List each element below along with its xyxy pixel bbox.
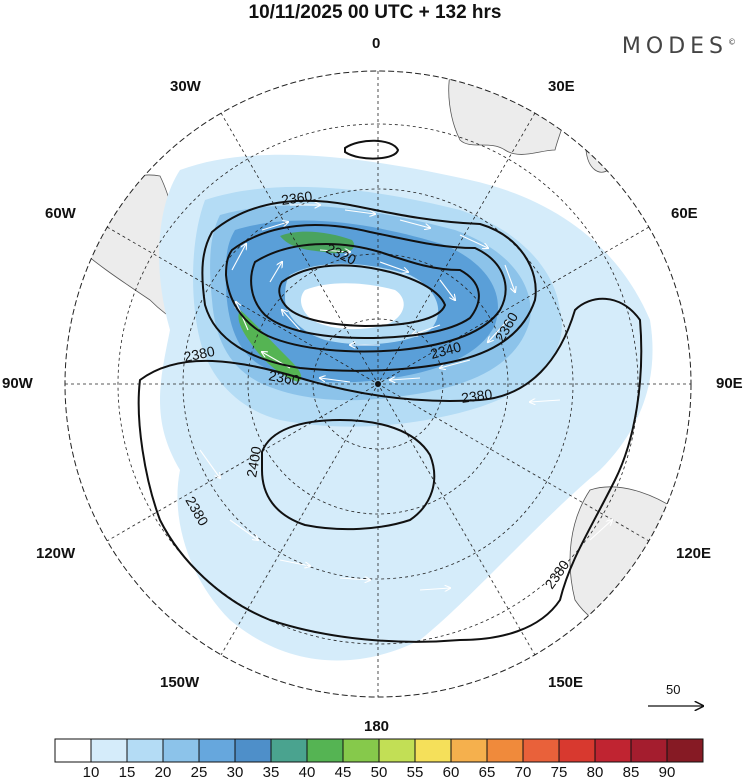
wind-arrow — [390, 378, 421, 380]
reference-vector-label: 50 — [666, 682, 681, 697]
colorbar-swatch — [414, 738, 452, 763]
colorbar-swatch — [234, 738, 272, 763]
colorbar-swatch — [198, 738, 236, 763]
wind-arrow — [399, 219, 430, 228]
wind-arrow — [269, 262, 282, 283]
contour-line — [344, 139, 400, 160]
colorbar-tick-label: 35 — [262, 764, 280, 781]
lon-label-30w: 30W — [170, 78, 201, 95]
wind-arrow — [282, 310, 301, 331]
contour-line — [261, 418, 436, 531]
colorbar-tick-label: 30 — [226, 764, 244, 781]
colorbar-swatch — [450, 738, 488, 763]
wind-arrow — [320, 378, 351, 383]
contour-line — [278, 264, 447, 328]
colorbar-swatch — [378, 738, 416, 763]
lon-label-0: 0 — [372, 35, 381, 52]
brand-copyright-mark: © — [728, 37, 736, 47]
lon-label-120w: 120W — [36, 545, 76, 562]
brand-logo: MODES© — [622, 34, 736, 59]
colorbar-tick-label: 90 — [658, 764, 676, 781]
colorbar-swatch — [342, 738, 380, 763]
contour-line — [224, 224, 507, 353]
colorbar-tick-label: 80 — [586, 764, 604, 781]
wind-arrow — [379, 261, 408, 272]
wind-arrow — [261, 222, 288, 231]
contour-label: 2360 — [267, 367, 301, 388]
wind-arrow — [229, 519, 258, 540]
south-pole-marker — [375, 381, 381, 387]
contour-label: 2380 — [182, 343, 216, 365]
wind-arrow — [412, 324, 441, 335]
colorbar-swatch — [162, 738, 200, 763]
wind-arrow — [504, 264, 515, 292]
height-contours — [137, 139, 643, 643]
shade-core-north — [280, 231, 355, 254]
wind-arrow — [339, 578, 370, 580]
colorbar-tick-label: 15 — [118, 764, 136, 781]
lon-label-180: 180 — [364, 718, 390, 735]
wind-vectors — [199, 205, 612, 590]
contour-line — [201, 199, 537, 372]
colorbar-tick-label: 20 — [154, 764, 172, 781]
lon-label-60e: 60E — [671, 205, 698, 222]
colorbar-swatch — [54, 738, 92, 763]
colorbar-tick-label: 85 — [622, 764, 640, 781]
colorbar-swatch — [306, 738, 344, 763]
wind-arrow — [344, 209, 375, 214]
contour-label: 2360 — [280, 188, 313, 208]
contour-label: 2340 — [429, 338, 463, 362]
lon-label-60w: 60W — [45, 205, 76, 222]
colorbar-tick-label: 25 — [190, 764, 208, 781]
colorbar-tick-label: 45 — [334, 764, 352, 781]
colorbar-tick-label: 60 — [442, 764, 460, 781]
contour-label: 2400 — [243, 445, 264, 479]
colorbar-swatch — [666, 738, 704, 763]
wind-arrow — [439, 279, 455, 300]
colorbar-swatch — [486, 738, 524, 763]
forecast-title: 10/11/2025 00 UTC + 132 hrs — [248, 2, 502, 23]
contour-line — [250, 242, 480, 340]
wind-arrow — [231, 244, 246, 271]
colorbar-swatch — [630, 738, 668, 763]
colorbar-tick-label: 40 — [298, 764, 316, 781]
wind-arrow — [530, 400, 561, 402]
colorbar — [54, 738, 704, 763]
colorbar-tick-label: 50 — [370, 764, 388, 781]
lon-label-90w: 90W — [2, 375, 33, 392]
wind-arrow — [279, 559, 310, 566]
colorbar-tick-label: 75 — [550, 764, 568, 781]
colorbar-tick-label: 65 — [478, 764, 496, 781]
wind-arrow — [419, 588, 450, 590]
colorbar-swatch — [522, 738, 560, 763]
lon-label-150w: 150W — [160, 674, 200, 691]
wind-arrow — [440, 359, 471, 368]
brand-name: MODES — [621, 34, 728, 59]
colorbar-swatch — [594, 738, 632, 763]
colorbar-swatch — [126, 738, 164, 763]
contour-line — [137, 297, 643, 643]
lon-label-150e: 150E — [548, 674, 584, 691]
colorbar-tick-label: 10 — [82, 764, 100, 781]
colorbar-swatch — [270, 738, 308, 763]
lon-label-30e: 30E — [548, 78, 575, 95]
wind-arrow — [509, 570, 538, 581]
wind-arrow — [589, 520, 612, 541]
wind-arrow — [488, 319, 509, 342]
contour-label: 2380 — [460, 386, 493, 406]
wind-arrow — [459, 234, 488, 248]
colorbar-tick-label: 55 — [406, 764, 424, 781]
lon-label-90e: 90E — [716, 375, 743, 392]
land-africa — [448, 71, 572, 155]
wind-arrow — [319, 250, 350, 252]
map-boundary — [64, 70, 692, 698]
colorbar-swatch — [90, 738, 128, 763]
colorbar-tick-label: 70 — [514, 764, 532, 781]
lon-label-120e: 120E — [676, 545, 712, 562]
colorbar-swatch — [558, 738, 596, 763]
wind-arrow — [199, 449, 220, 478]
